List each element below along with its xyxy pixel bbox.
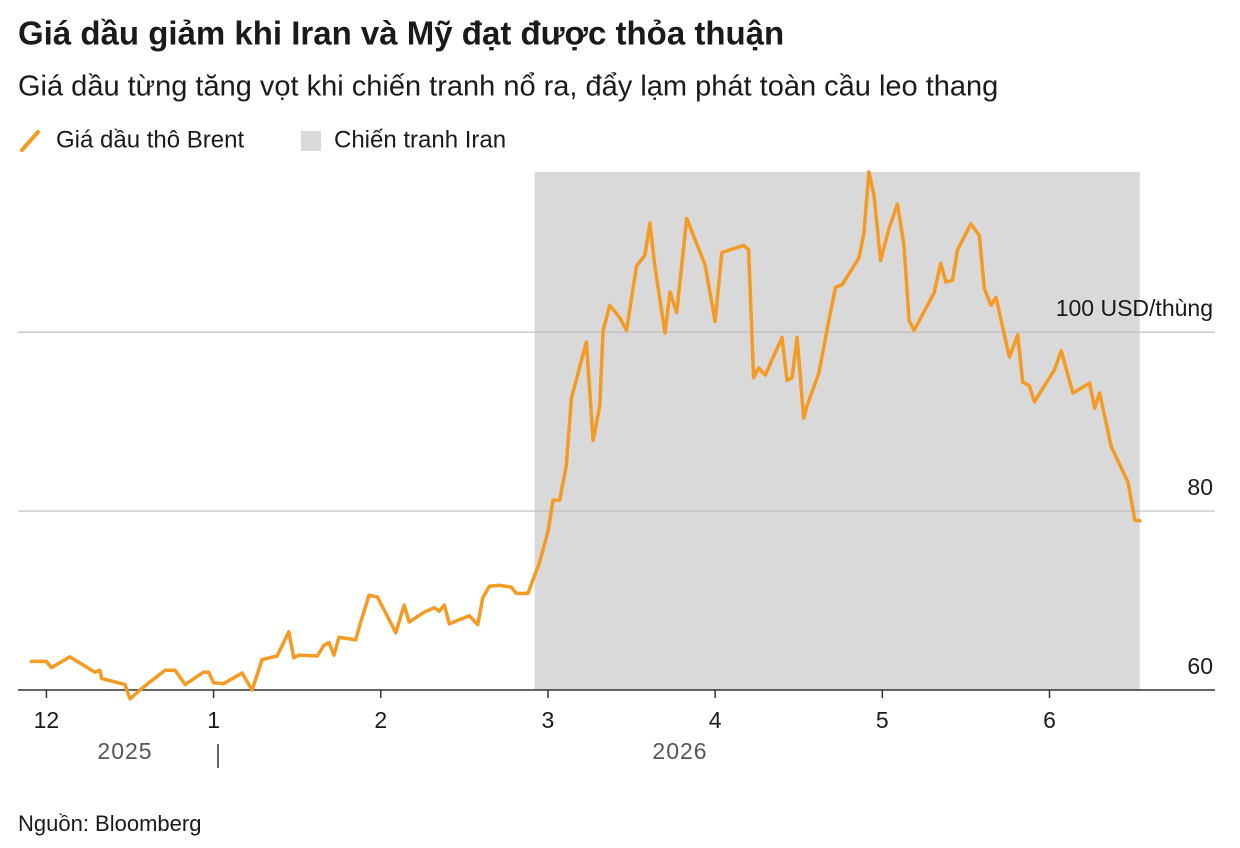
x-tick-label: 6 bbox=[1043, 707, 1056, 733]
x-tick-label: 1 bbox=[207, 707, 220, 733]
x-tick-label: 12 bbox=[34, 707, 60, 733]
x-tick-label: 3 bbox=[542, 707, 555, 733]
x-tick-label: 2 bbox=[374, 707, 387, 733]
source: Nguồn: Bloomberg bbox=[18, 811, 201, 836]
year-label: 2026 bbox=[652, 738, 707, 764]
chart-subtitle: Giá dầu từng tăng vọt khi chiến tranh nổ… bbox=[18, 71, 998, 103]
y-tick-label: 80 bbox=[1187, 474, 1213, 500]
chart-title: Giá dầu giảm khi Iran và Mỹ đạt được thỏ… bbox=[18, 15, 784, 52]
year-label: 2025 bbox=[97, 738, 152, 764]
y-tick-label: 60 bbox=[1187, 653, 1213, 679]
war-period-shade bbox=[534, 172, 1140, 690]
x-tick-label: 5 bbox=[876, 707, 889, 733]
legend-label: Giá dầu thô Brent bbox=[56, 126, 244, 153]
y-tick-label: 100 USD/thùng bbox=[1056, 295, 1213, 321]
legend-label: Chiến tranh Iran bbox=[334, 126, 506, 153]
legend-shade-icon bbox=[301, 131, 321, 151]
legend-line-icon bbox=[20, 130, 40, 152]
x-tick-label: 4 bbox=[709, 707, 722, 733]
price-line bbox=[29, 170, 1142, 701]
